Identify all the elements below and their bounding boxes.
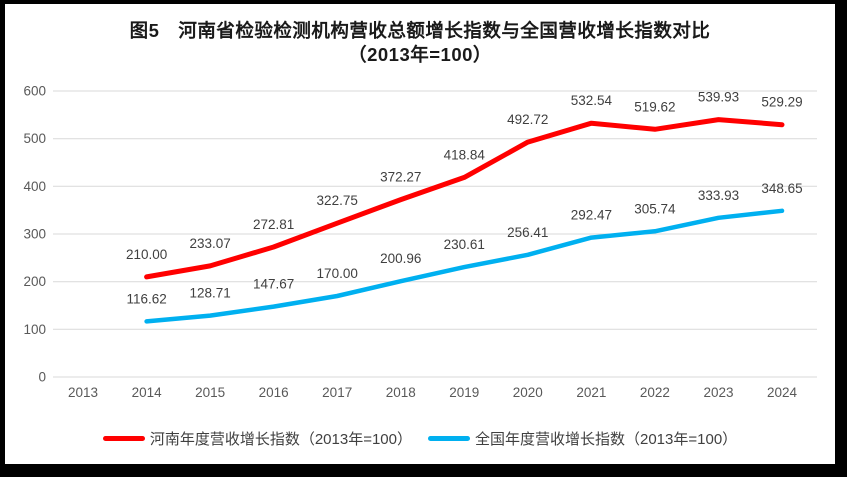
data-label: 333.93 — [698, 188, 739, 203]
y-tick-label: 500 — [23, 131, 46, 146]
x-tick-label: 2014 — [132, 385, 163, 400]
data-label: 147.67 — [253, 277, 294, 292]
x-tick-label: 2015 — [195, 385, 225, 400]
data-label: 128.71 — [189, 286, 230, 301]
y-tick-label: 400 — [23, 179, 46, 194]
legend-swatch — [102, 435, 145, 441]
x-tick-label: 2017 — [322, 385, 352, 400]
x-tick-label: 2024 — [767, 385, 798, 400]
series-line — [144, 208, 785, 324]
x-tick-label: 2021 — [576, 385, 606, 400]
data-label: 200.96 — [380, 251, 421, 266]
data-label: 256.41 — [507, 225, 548, 240]
y-tick-label: 200 — [23, 274, 46, 289]
x-tick-label: 2019 — [449, 385, 479, 400]
legend-item: 河南年度营收增长指数（2013年=100） — [102, 428, 412, 449]
legend-item: 全国年度营收增长指数（2013年=100） — [428, 428, 737, 449]
data-label: 305.74 — [634, 201, 676, 216]
chart-legend: 河南年度营收增长指数（2013年=100） 全国年度营收增长指数（2013年=10… — [5, 427, 835, 449]
data-label: 418.84 — [444, 147, 486, 162]
series-line — [144, 117, 785, 280]
chart-title-line1: 图5 河南省检验检测机构营收总额增长指数与全国营收增长指数对比 — [129, 20, 711, 41]
data-label: 116.62 — [126, 291, 166, 306]
data-label: 230.61 — [444, 237, 485, 252]
data-label: 348.65 — [761, 181, 802, 196]
y-tick-label: 600 — [23, 84, 46, 99]
data-label: 532.54 — [571, 93, 613, 108]
chart-title: 图5 河南省检验检测机构营收总额增长指数与全国营收增长指数对比 （2013年=1… — [5, 19, 835, 67]
data-label: 492.72 — [507, 112, 548, 127]
legend-swatch — [428, 435, 470, 441]
x-tick-label: 2016 — [259, 385, 289, 400]
chart-title-line2: （2013年=100） — [348, 44, 492, 65]
data-label: 292.47 — [571, 208, 612, 223]
y-tick-label: 100 — [23, 322, 46, 337]
legend-label: 河南年度营收增长指数（2013年=100） — [149, 430, 412, 448]
data-label: 272.81 — [253, 217, 294, 232]
y-tick-label: 0 — [38, 370, 46, 385]
x-tick-label: 2022 — [640, 385, 670, 400]
legend-label: 全国年度营收增长指数（2013年=100） — [475, 430, 738, 448]
x-tick-label: 2020 — [513, 385, 543, 400]
x-tick-label: 2018 — [386, 385, 416, 400]
y-tick-label: 300 — [23, 227, 46, 242]
x-tick-label: 2023 — [703, 385, 733, 400]
x-tick-label: 2013 — [68, 385, 98, 400]
data-label: 322.75 — [317, 193, 358, 208]
data-label: 170.00 — [317, 266, 358, 281]
data-label: 519.62 — [634, 99, 675, 114]
data-label: 539.93 — [698, 90, 739, 105]
data-label: 372.27 — [380, 170, 421, 185]
line-chart-plot: 0 100 200 300 400 500 600 2013 2014 2015 2016 2017 2… — [23, 84, 817, 400]
data-label: 529.29 — [761, 95, 802, 110]
data-label: 233.07 — [189, 236, 230, 251]
data-label: 210.00 — [126, 247, 167, 262]
